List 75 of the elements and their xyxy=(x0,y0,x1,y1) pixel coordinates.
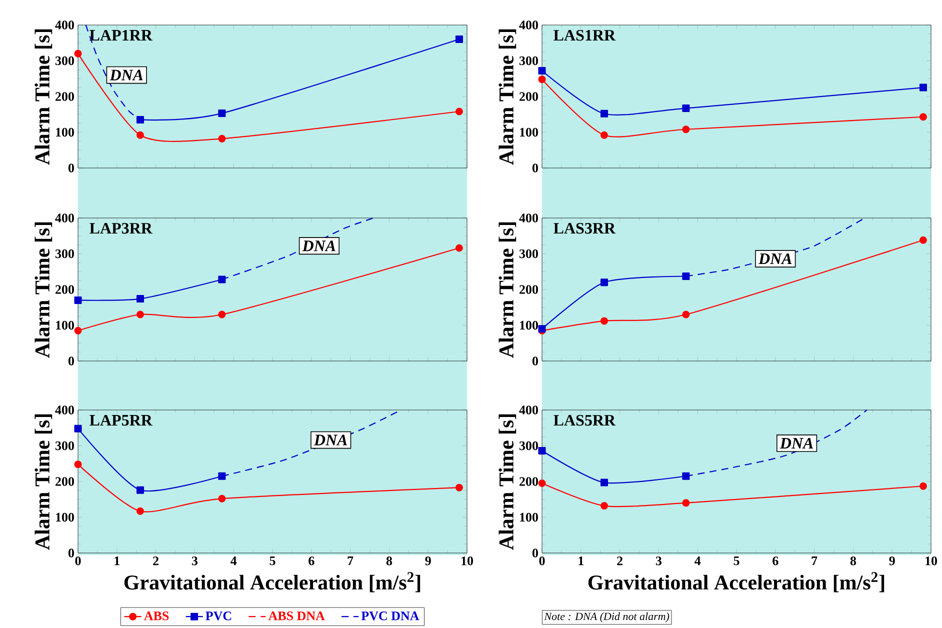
y-tick-label: 200 xyxy=(520,92,538,101)
x-axis-title: Gravitational Acceleration [m/s$^{2}$] xyxy=(588,572,884,592)
x-tick-label: 4 xyxy=(230,556,237,566)
chart-title: LAP1RR xyxy=(90,30,153,41)
x-tick-label: 3 xyxy=(656,556,662,566)
x-tick-label: 9 xyxy=(425,556,431,566)
y-axis-title: Alarm Time [s] xyxy=(34,414,52,550)
x-tick-label: 6 xyxy=(308,556,314,566)
y-tick-label: 100 xyxy=(56,512,74,522)
y-axis-title: Alarm Time [s] xyxy=(498,29,516,165)
x-tick-label: 10 xyxy=(462,556,474,566)
chart-title: LAP5RR xyxy=(90,414,153,426)
y-axis-title: Alarm Time [s] xyxy=(498,414,516,550)
y-tick-label: 300 xyxy=(55,249,74,258)
legend-label: ABS DNA xyxy=(268,612,325,620)
y-tick-label: 200 xyxy=(56,285,74,294)
y-tick-label: 200 xyxy=(56,92,74,101)
annotation: DNA xyxy=(780,438,814,449)
y-tick-label: 300 xyxy=(519,56,538,66)
y-tick-label: 300 xyxy=(55,441,74,450)
y-tick-label: 0 xyxy=(532,164,538,172)
y-tick-label: 0 xyxy=(68,548,74,558)
y-axis-title: Alarm Time [s] xyxy=(34,29,52,165)
x-tick-label: 1 xyxy=(578,556,584,566)
text: Note : DNA (Did not alarm) xyxy=(544,612,670,622)
y-tick-label: 0 xyxy=(68,356,74,366)
legend-label: PVC DNA xyxy=(361,612,420,620)
y-tick-label: 0 xyxy=(68,164,74,172)
y-tick-label: 100 xyxy=(520,128,538,137)
x-tick-label: 10 xyxy=(926,556,938,566)
x-tick-label: 5 xyxy=(270,556,276,566)
chart-title: LAP3RR xyxy=(90,222,153,234)
y-tick-label: 200 xyxy=(520,285,538,294)
y-tick-label: 100 xyxy=(56,320,74,330)
x-tick-label: 3 xyxy=(192,556,198,566)
y-tick-label: 300 xyxy=(519,441,538,450)
x-tick-label: 0 xyxy=(75,556,81,566)
y-tick-label: 200 xyxy=(520,477,538,486)
y-tick-label: 400 xyxy=(55,406,74,414)
chart-title: LAS1RR xyxy=(554,30,616,41)
y-tick-label: 100 xyxy=(56,128,74,137)
x-tick-label: 4 xyxy=(694,556,701,566)
y-tick-label: 400 xyxy=(55,20,74,30)
y-axis-title: Alarm Time [s] xyxy=(34,222,52,358)
x-tick-label: 1 xyxy=(114,556,120,566)
x-tick-label: 0 xyxy=(539,556,545,566)
y-tick-label: 400 xyxy=(55,214,74,222)
x-tick-label: 6 xyxy=(772,556,778,566)
y-tick-label: 0 xyxy=(532,356,538,366)
y-axis-title: Alarm Time [s] xyxy=(498,222,516,358)
x-axis-title: Gravitational Acceleration [m/s$^{2}$] xyxy=(124,572,420,592)
chart-title: LAS5RR xyxy=(554,414,616,426)
x-tick-label: 5 xyxy=(734,556,740,566)
y-tick-label: 300 xyxy=(55,56,74,66)
annotation: DNA xyxy=(314,434,348,446)
y-tick-label: 200 xyxy=(56,477,74,486)
legend-label: ABS xyxy=(144,612,169,620)
annotation: DNA xyxy=(302,240,336,252)
chart-title: LAS3RR xyxy=(554,222,616,234)
y-tick-label: 100 xyxy=(520,512,538,522)
y-tick-label: 400 xyxy=(519,406,538,414)
x-tick-label: 8 xyxy=(850,556,856,566)
y-tick-label: 100 xyxy=(520,320,538,330)
y-tick-label: 400 xyxy=(519,20,538,30)
x-tick-label: 7 xyxy=(812,556,818,566)
y-tick-label: 0 xyxy=(532,548,538,558)
x-tick-label: 2 xyxy=(153,556,158,566)
y-tick-label: 400 xyxy=(519,214,538,222)
x-tick-label: 8 xyxy=(386,556,392,566)
x-tick-label: 7 xyxy=(348,556,354,566)
x-tick-label: 9 xyxy=(889,556,895,566)
x-tick-label: 2 xyxy=(617,556,622,566)
legend-label: PVC xyxy=(206,612,232,620)
annotation: DNA xyxy=(110,70,143,80)
y-tick-label: 300 xyxy=(519,249,538,258)
